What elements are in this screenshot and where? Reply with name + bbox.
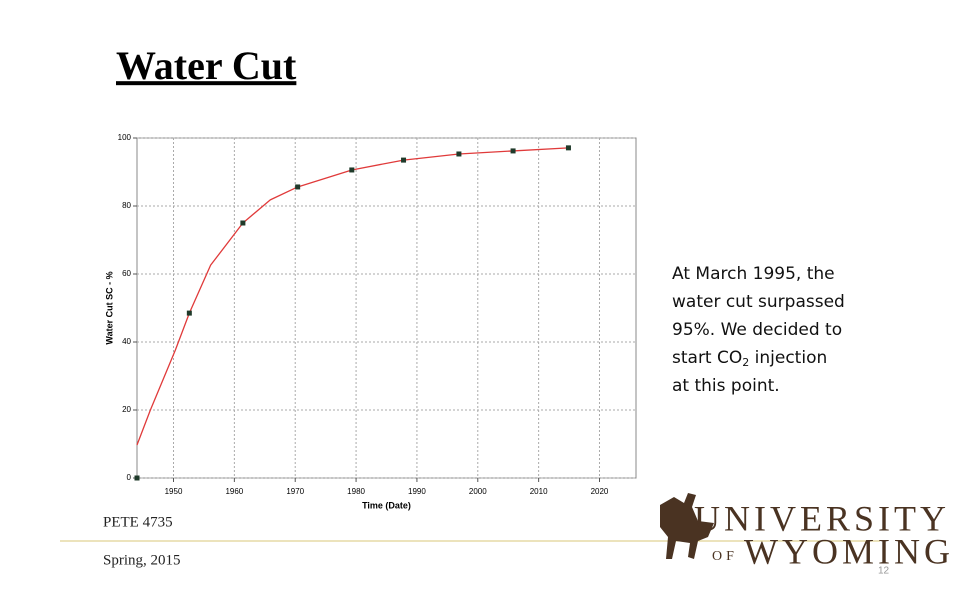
- logo-bottom: WYOMING: [744, 531, 954, 571]
- note-line: start CO2 injection: [672, 348, 827, 369]
- slide-title: Water Cut: [116, 43, 297, 88]
- page-number: 12: [878, 566, 890, 577]
- subscript: 2: [742, 356, 749, 369]
- course: PETE 4735: [103, 514, 173, 530]
- term: Spring, 2015: [103, 552, 181, 568]
- logo-top: UNIVERSITY: [694, 498, 950, 538]
- logo-of: OF: [712, 549, 738, 564]
- data-point: [186, 310, 192, 316]
- y-tick-label: 80: [122, 201, 131, 210]
- note-line: at this point.: [672, 376, 780, 396]
- note-text: injection: [749, 348, 827, 368]
- data-point: [134, 475, 140, 481]
- y-tick-label: 0: [127, 473, 132, 482]
- logo-icon: [660, 493, 714, 559]
- data-point: [565, 145, 571, 151]
- data-point: [349, 167, 355, 173]
- y-tick-label: 40: [122, 337, 131, 346]
- data-point: [401, 157, 407, 163]
- x-tick-label: 1980: [347, 487, 365, 496]
- data-point: [510, 148, 516, 154]
- data-point: [295, 184, 301, 190]
- y-tick-label: 100: [118, 133, 132, 142]
- x-tick-label: 2000: [469, 487, 487, 496]
- y-axis-label: Water Cut SC - %: [104, 271, 114, 344]
- x-tick-label: 1990: [408, 487, 426, 496]
- y-tick-label: 20: [122, 405, 131, 414]
- plot-area: [136, 137, 637, 479]
- x-tick-label: 1970: [286, 487, 304, 496]
- note-line: At March 1995, the: [672, 264, 835, 284]
- data-point: [456, 151, 462, 157]
- x-tick-label: 1950: [165, 487, 183, 496]
- y-tick-label: 60: [122, 269, 131, 278]
- note-line: water cut surpassed: [672, 292, 845, 312]
- note-text: start CO: [672, 348, 742, 368]
- data-point: [240, 220, 246, 226]
- note-line: 95%. We decided to: [672, 320, 842, 340]
- x-tick-label: 2020: [591, 487, 609, 496]
- x-tick-label: 1960: [225, 487, 243, 496]
- x-axis-label: Time (Date): [362, 500, 411, 510]
- x-tick-label: 2010: [530, 487, 548, 496]
